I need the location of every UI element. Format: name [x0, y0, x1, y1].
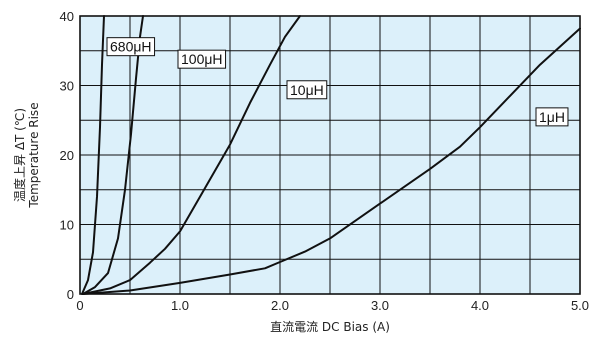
curve-label-2: 10μH [286, 80, 328, 100]
curve-label-box [106, 37, 156, 57]
curve-label-text: 680μH [110, 39, 152, 55]
x-tick-label: 0 [76, 298, 83, 313]
y-tick-label: 0 [67, 287, 74, 302]
x-tick-label: 3.0 [371, 298, 389, 313]
x-tick-label: 2.0 [271, 298, 289, 313]
grid-lines [80, 16, 580, 294]
curve-label-0: 680μH [106, 37, 156, 57]
x-tick-labels: 0 1.0 2.0 3.0 4.0 5.0 [76, 298, 589, 313]
series-line-3 [82, 27, 581, 295]
x-axis-title: 直流電流 DC Bias (A) [270, 320, 390, 334]
curve-label-box [177, 49, 227, 69]
curve-label-text: 1μH [539, 109, 565, 125]
series-line-2 [82, 15, 301, 295]
y-axis-title-en: Temperature Rise [27, 102, 41, 208]
y-tick-labels: 0 10 20 30 40 [60, 9, 74, 302]
plot-frame [79, 15, 581, 295]
x-tick-label: 5.0 [571, 298, 589, 313]
y-tick-label: 10 [60, 218, 74, 233]
curve-label-box [535, 107, 569, 127]
curve-labels: 680μH 100μH 10μH 1μH [106, 37, 569, 127]
y-axis-title: 温度上昇 ΔT (℃) Temperature Rise [12, 102, 41, 208]
x-tick-label: 4.0 [471, 298, 489, 313]
y-tick-label: 40 [60, 9, 74, 24]
curve-label-1: 100μH [177, 49, 227, 69]
y-tick-label: 30 [60, 79, 74, 94]
curve-label-text: 100μH [181, 51, 223, 67]
y-axis-title-jp: 温度上昇 ΔT (℃) [12, 108, 27, 202]
curve-label-text: 10μH [290, 82, 324, 98]
series-line-0 [81, 15, 105, 295]
curve-label-3: 1μH [535, 107, 569, 127]
x-tick-label: 1.0 [171, 298, 189, 313]
curve-label-box [286, 80, 328, 100]
y-tick-label: 20 [60, 148, 74, 163]
